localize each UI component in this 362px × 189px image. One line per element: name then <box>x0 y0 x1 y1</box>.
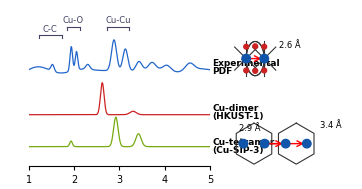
Text: Cu-dimer: Cu-dimer <box>212 104 258 113</box>
Text: PDF: PDF <box>212 67 232 76</box>
Text: 2.6 Å: 2.6 Å <box>279 41 300 50</box>
Circle shape <box>260 139 269 148</box>
Text: Cu-tetramer: Cu-tetramer <box>212 139 275 147</box>
Circle shape <box>281 139 290 148</box>
Circle shape <box>244 44 249 49</box>
Circle shape <box>239 139 248 148</box>
Text: Cu-Cu: Cu-Cu <box>105 16 131 25</box>
Text: Experimental: Experimental <box>212 59 280 68</box>
Circle shape <box>303 139 311 148</box>
Circle shape <box>260 54 269 63</box>
Text: 3.4 Å: 3.4 Å <box>320 121 342 130</box>
Text: Cu-O: Cu-O <box>63 16 84 25</box>
Text: (HKUST-1): (HKUST-1) <box>212 112 264 121</box>
Text: 2.9 Å: 2.9 Å <box>239 124 260 133</box>
Text: C-C: C-C <box>43 25 58 34</box>
Circle shape <box>253 44 258 49</box>
Text: (Cu-SIP-3): (Cu-SIP-3) <box>212 146 264 156</box>
Circle shape <box>242 54 251 63</box>
Circle shape <box>244 68 249 73</box>
Circle shape <box>262 44 266 49</box>
Circle shape <box>253 69 258 73</box>
Circle shape <box>262 68 266 73</box>
